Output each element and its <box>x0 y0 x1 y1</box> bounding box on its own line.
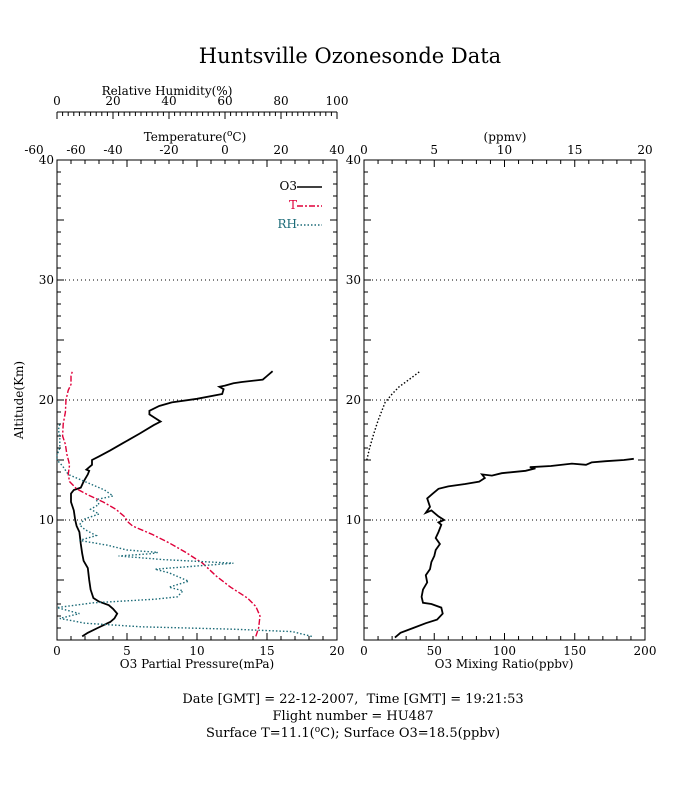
temp-tick-label: -60 <box>66 143 85 157</box>
temp-tick-label: -60 <box>24 143 43 157</box>
ppbv-tick-label: 100 <box>493 644 516 658</box>
o3-pp-tick-label: 10 <box>189 644 204 658</box>
o3-pp-tick-label: 0 <box>53 644 61 658</box>
o3-pp-tick-label: 5 <box>123 644 131 658</box>
o3-mixing-ratio-axis-title: O3 Mixing Ratio(ppbv) <box>435 657 574 671</box>
legend-label-rh: RH <box>278 217 298 231</box>
y-tick-label: 30 <box>346 273 361 287</box>
altitude-axis-title: Altitude(Km) <box>12 361 26 440</box>
y-tick-label: 10 <box>39 513 54 527</box>
ppbv-tick-label: 200 <box>634 644 657 658</box>
temp-tick-label: -40 <box>103 143 122 157</box>
ppbv-tick-label: 150 <box>563 644 586 658</box>
rh-axis-title: Relative Humidity(%) <box>102 84 233 98</box>
footer-surface-t: Surface T=11.1( <box>206 726 315 741</box>
temp-tick-label: 0 <box>221 143 229 157</box>
rh-tick-label: 80 <box>273 94 288 108</box>
temperature-axis-title-main: Temperature( <box>144 130 227 144</box>
y-tick-label: 40 <box>39 153 54 167</box>
y-tick-label: 20 <box>39 393 54 407</box>
footer-degree-sup: o <box>315 725 320 735</box>
footer-surface-values: Surface T=11.1(oC); Surface O3=18.5(ppbv… <box>206 725 500 741</box>
o3-pp-tick-label: 20 <box>329 644 344 658</box>
temperature-line <box>61 371 261 637</box>
chart-title: Huntsville Ozonesonde Data <box>199 44 501 68</box>
rh-tick-label: 100 <box>326 94 349 108</box>
y-tick-label: 20 <box>346 393 361 407</box>
ppmv-tick-label: 0 <box>360 143 368 157</box>
y-tick-label: 40 <box>346 153 361 167</box>
axis-ticks <box>56 111 646 641</box>
o3-mixing-ratio-ppmv-line <box>366 370 421 461</box>
legend-label-t: T <box>289 198 297 212</box>
rh-tick-label: 0 <box>53 94 61 108</box>
o3-partial-pressure-line <box>70 370 274 638</box>
ppmv-tick-label: 10 <box>497 143 512 157</box>
y-tick-label: 10 <box>346 513 361 527</box>
ppbv-tick-label: 50 <box>427 644 442 658</box>
temperature-axis-title: Temperature(oC) <box>144 129 247 144</box>
footer-flight-number: Flight number = HU487 <box>273 709 434 724</box>
rh-tick-label: 40 <box>161 94 176 108</box>
relative-humidity-line <box>56 423 312 638</box>
ppmv-tick-label: 5 <box>430 143 438 157</box>
temp-tick-label: 40 <box>329 143 344 157</box>
temp-tick-label: 20 <box>273 143 288 157</box>
o3-mixing-ratio-line <box>394 457 634 639</box>
legend-label-o3: O3 <box>280 179 297 193</box>
footer-surface-o3: C); Surface O3=18.5(ppbv) <box>320 726 500 741</box>
temperature-axis-title-sup: o <box>227 129 232 139</box>
ppmv-tick-label: 20 <box>637 143 652 157</box>
ppmv-tick-label: 15 <box>567 143 582 157</box>
rh-tick-label: 60 <box>217 94 232 108</box>
temp-tick-label: -20 <box>159 143 178 157</box>
y-tick-label: 30 <box>39 273 54 287</box>
ppmv-axis-title: (ppmv) <box>484 130 527 144</box>
temperature-axis-title-end: C) <box>232 130 246 144</box>
grid-lines <box>57 279 645 521</box>
legend: O3 T RH <box>278 179 322 231</box>
o3-partial-pressure-axis-title: O3 Partial Pressure(mPa) <box>120 657 274 671</box>
footer-date-time: Date [GMT] = 22-12-2007, Time [GMT] = 19… <box>182 692 523 707</box>
data-series <box>56 370 634 639</box>
rh-tick-label: 20 <box>105 94 120 108</box>
o3-pp-tick-label: 15 <box>259 644 274 658</box>
ppbv-tick-label: 0 <box>360 644 368 658</box>
